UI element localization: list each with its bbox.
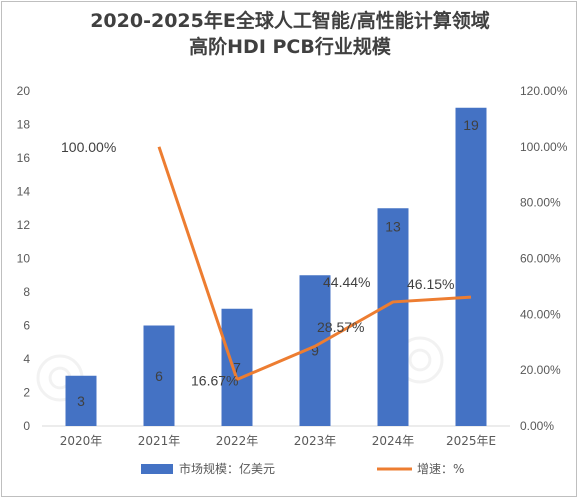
x-tick-label: 2020年 <box>60 434 103 448</box>
legend-bar-label: 市场规模：亿美元 <box>179 461 275 476</box>
y-left-tick-label: 14 <box>17 185 31 199</box>
y-right-tick-label: 120.00% <box>520 84 568 98</box>
line-value-label: 28.57% <box>317 319 364 335</box>
growth-line <box>157 146 472 381</box>
y-right-tick-label: 20.00% <box>520 363 561 377</box>
y-left-tick-label: 4 <box>23 352 30 366</box>
bar-series <box>65 107 487 426</box>
y-left-tick-label: 10 <box>17 252 31 266</box>
bar-value-label: 13 <box>385 218 401 234</box>
y-right-tick-label: 0.00% <box>520 419 554 433</box>
bar <box>221 308 253 426</box>
chart-title-line1: 2020-2025年E全球人工智能/高性能计算领域 <box>90 10 490 32</box>
y-left-tick-label: 20 <box>17 84 31 98</box>
bar <box>65 375 97 426</box>
y-left-tick-label: 12 <box>17 218 31 232</box>
y-right-tick-label: 40.00% <box>520 307 561 321</box>
bar-value-label: 19 <box>463 117 479 133</box>
legend-bar-swatch <box>141 464 173 474</box>
x-tick-label: 2023年 <box>294 434 337 448</box>
bar-labels: 3 6 7 9 13 19 <box>77 117 479 409</box>
y-left-tick-label: 6 <box>23 319 30 333</box>
x-tick-label: 2025年E <box>446 434 496 448</box>
legend-line-label: 增速：% <box>417 462 464 476</box>
line-value-label: 44.44% <box>323 274 370 290</box>
line-value-label: 16.67% <box>191 372 238 388</box>
x-tick-label: 2022年 <box>216 434 259 448</box>
bar-value-label: 9 <box>311 343 319 359</box>
bar-value-label: 7 <box>233 359 241 375</box>
y-right-tick-label: 60.00% <box>520 252 561 266</box>
chart-title: 2020-2025年E全球人工智能/高性能计算领域 高阶HDI PCB行业规模 <box>0 8 580 60</box>
bar-value-label: 6 <box>155 368 163 384</box>
y-right-tick-label: 80.00% <box>520 196 561 210</box>
line-labels: 100.00% 16.67% 28.57% 44.44% 46.15% <box>61 139 454 389</box>
bar <box>455 107 487 426</box>
bar <box>377 208 409 426</box>
x-tick-label: 2024年 <box>372 434 415 448</box>
line-series <box>157 146 472 381</box>
x-tick-label: 2021年 <box>138 434 181 448</box>
y-left-tick-label: 0 <box>23 419 30 433</box>
y-right-tick-label: 100.00% <box>520 140 568 154</box>
legend: 市场规模：亿美元 增速：% <box>141 461 464 476</box>
y-left-tick-label: 8 <box>23 285 30 299</box>
axes: 0 2 4 6 8 10 12 14 16 18 20 0.00% 20.00% 40.00% 60.00%… <box>17 84 568 448</box>
chart-title-line2: 高阶HDI PCB行业规模 <box>189 36 391 58</box>
line-value-label: 100.00% <box>61 139 116 155</box>
line-value-label: 46.15% <box>407 276 454 292</box>
watermark-inner-circle-icon <box>408 348 432 372</box>
y-left-tick-label: 16 <box>17 151 31 165</box>
y-left-tick-label: 2 <box>23 386 30 400</box>
y-left-tick-label: 18 <box>17 118 31 132</box>
bar <box>143 325 175 426</box>
bar-value-label: 3 <box>77 393 85 409</box>
